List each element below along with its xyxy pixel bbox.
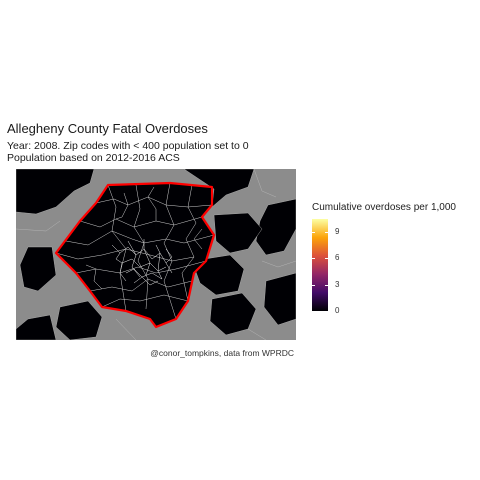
outside-zip-patches [16, 169, 296, 340]
legend-tick-label: 9 [335, 227, 340, 237]
legend-tick-label: 0 [335, 306, 340, 315]
legend-tick-label: 6 [335, 253, 340, 263]
legend-tick-mark [312, 232, 315, 234]
legend-colorbar [312, 219, 328, 311]
legend-tick-mark [312, 311, 315, 312]
legend-gradient [312, 219, 328, 311]
overdose-map [16, 169, 296, 340]
county-outline [54, 181, 216, 329]
urban-core-boundaries [111, 239, 173, 286]
legend-tick-mark [325, 232, 328, 234]
legend-tick-mark [325, 311, 328, 312]
legend-tick-mark [312, 284, 315, 286]
chart-title: Allegheny County Fatal Overdoses [7, 121, 208, 136]
outside-zip-borders [16, 169, 296, 340]
legend-tick-label: 3 [335, 279, 340, 289]
chart-caption: @conor_tompkins, data from WPRDC [150, 348, 294, 358]
legend-title: Cumulative overdoses per 1,000 [312, 202, 456, 213]
legend-tick-mark [325, 258, 328, 260]
zip-code-boundaries [55, 182, 215, 320]
legend-tick-mark [325, 284, 328, 286]
county-area [56, 183, 214, 327]
chart-subtitle: Year: 2008. Zip codes with < 400 populat… [7, 140, 249, 164]
subtitle-line-1: Year: 2008. Zip codes with < 400 populat… [7, 140, 249, 152]
legend-tick-mark [312, 258, 315, 260]
subtitle-line-2: Population based on 2012-2016 ACS [7, 152, 180, 164]
